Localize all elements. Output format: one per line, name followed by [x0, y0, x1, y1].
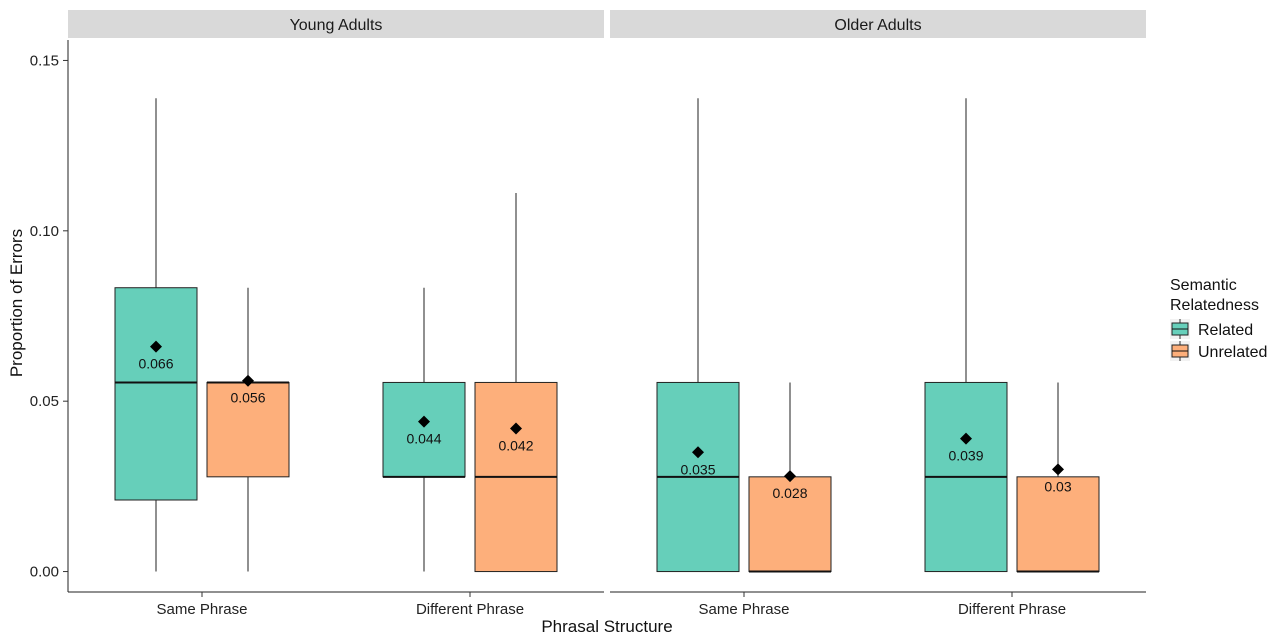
- mean-label: 0.03: [1044, 478, 1071, 494]
- panel-1: Young Adults Same Phrase 0.066 0.056 Differe…: [68, 10, 604, 618]
- x-tick-label: Same Phrase: [157, 601, 248, 618]
- box-unrelated: 0.03: [1016, 382, 1100, 573]
- x-tick-label: Different Phrase: [416, 601, 524, 618]
- y-axis-title: Proportion of Errors: [7, 229, 26, 377]
- x-tick-label: Same Phrase: [699, 601, 790, 618]
- box-body: [114, 287, 198, 501]
- box-related: 0.066: [114, 98, 198, 572]
- panel-strip: [68, 10, 604, 38]
- legend-title: Relatedness: [1170, 297, 1259, 314]
- box-unrelated: 0.028: [748, 382, 832, 573]
- legend: Semantic Relatedness Related Unrelated: [1170, 277, 1267, 361]
- panel-title: Older Adults: [834, 17, 921, 34]
- mean-marker: [784, 470, 796, 483]
- mean-marker: [242, 374, 254, 387]
- legend-item-related: Related: [1170, 319, 1253, 339]
- y-tick-label: 0.10: [30, 223, 59, 240]
- mean-label: 0.056: [230, 390, 265, 406]
- panel-2: Older Adults Same Phrase 0.035 0.028 Differe…: [610, 10, 1146, 618]
- legend-title: Semantic: [1170, 277, 1237, 294]
- mean-marker: [1052, 463, 1064, 476]
- mean-label: 0.066: [138, 356, 173, 372]
- box-unrelated: 0.056: [206, 287, 290, 572]
- mean-label: 0.044: [406, 431, 441, 447]
- box-body: [748, 476, 832, 573]
- mean-marker: [960, 432, 972, 445]
- box-body: [382, 381, 466, 478]
- mean-label: 0.039: [948, 448, 983, 464]
- mean-label: 0.028: [772, 485, 807, 501]
- y-tick-label: 0.15: [30, 52, 59, 69]
- box-body: [1016, 476, 1100, 573]
- box-related: 0.035: [656, 98, 740, 573]
- panel-strip: [610, 10, 1146, 38]
- mean-marker: [150, 340, 162, 353]
- mean-label: 0.042: [498, 437, 533, 453]
- box-related: 0.039: [924, 98, 1008, 573]
- panels-layer: Young Adults Same Phrase 0.066 0.056 Differe…: [68, 10, 1146, 618]
- y-tick-label: 0.00: [30, 564, 59, 581]
- mean-marker: [418, 415, 430, 428]
- box-related: 0.044: [382, 287, 466, 572]
- box-unrelated: 0.042: [474, 192, 558, 573]
- legend-label: Unrelated: [1198, 344, 1267, 361]
- legend-item-unrelated: Unrelated: [1170, 341, 1267, 361]
- mean-marker: [510, 422, 522, 435]
- y-axis: 0.00 0.05 0.10 0.15: [30, 40, 69, 592]
- x-axis-title: Phrasal Structure: [541, 617, 672, 636]
- mean-marker: [692, 446, 704, 459]
- panel-title: Young Adults: [290, 17, 383, 34]
- mean-label: 0.035: [680, 461, 715, 477]
- y-tick-label: 0.05: [30, 393, 59, 410]
- legend-label: Related: [1198, 322, 1253, 339]
- x-tick-label: Different Phrase: [958, 601, 1066, 618]
